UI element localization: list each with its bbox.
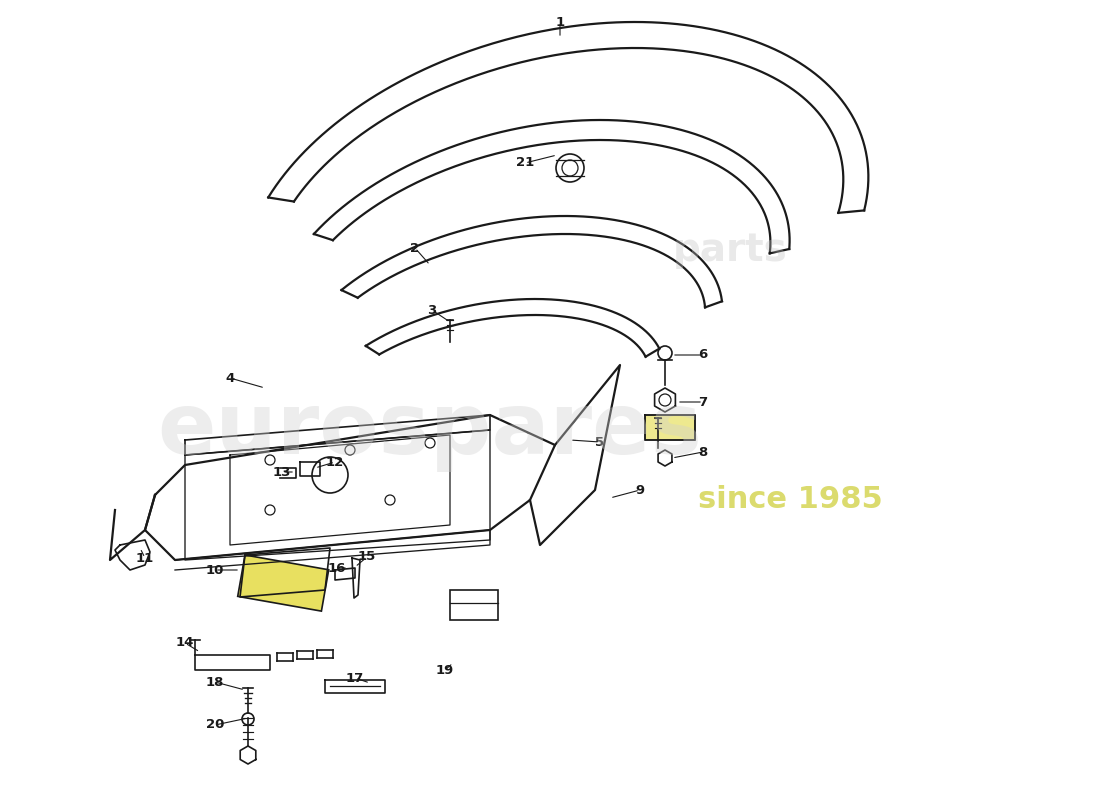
Text: 17: 17	[345, 671, 364, 685]
Text: 20: 20	[206, 718, 224, 731]
Text: eurospares: eurospares	[157, 389, 703, 471]
Text: 2: 2	[410, 242, 419, 254]
Text: 5: 5	[595, 435, 605, 449]
Text: parts: parts	[672, 231, 788, 269]
Text: 4: 4	[226, 371, 234, 385]
Text: 3: 3	[428, 303, 437, 317]
Text: 18: 18	[206, 675, 224, 689]
Text: 16: 16	[328, 562, 346, 574]
Bar	[450, 590, 498, 620]
Text: 14: 14	[176, 637, 195, 650]
Text: 8: 8	[698, 446, 707, 458]
Text: 21: 21	[516, 157, 535, 170]
Text: 10: 10	[206, 563, 224, 577]
Text: 15: 15	[358, 550, 376, 563]
Bar	[645, 415, 695, 440]
Text: 7: 7	[698, 395, 707, 409]
Text: 9: 9	[636, 483, 645, 497]
Text: 12: 12	[326, 455, 344, 469]
Text: 19: 19	[436, 663, 454, 677]
Text: 6: 6	[698, 349, 707, 362]
Text: 11: 11	[136, 551, 154, 565]
Text: since 1985: since 1985	[697, 486, 882, 514]
Text: 13: 13	[273, 466, 292, 478]
Bar	[238, 555, 329, 611]
Text: 1: 1	[556, 15, 564, 29]
